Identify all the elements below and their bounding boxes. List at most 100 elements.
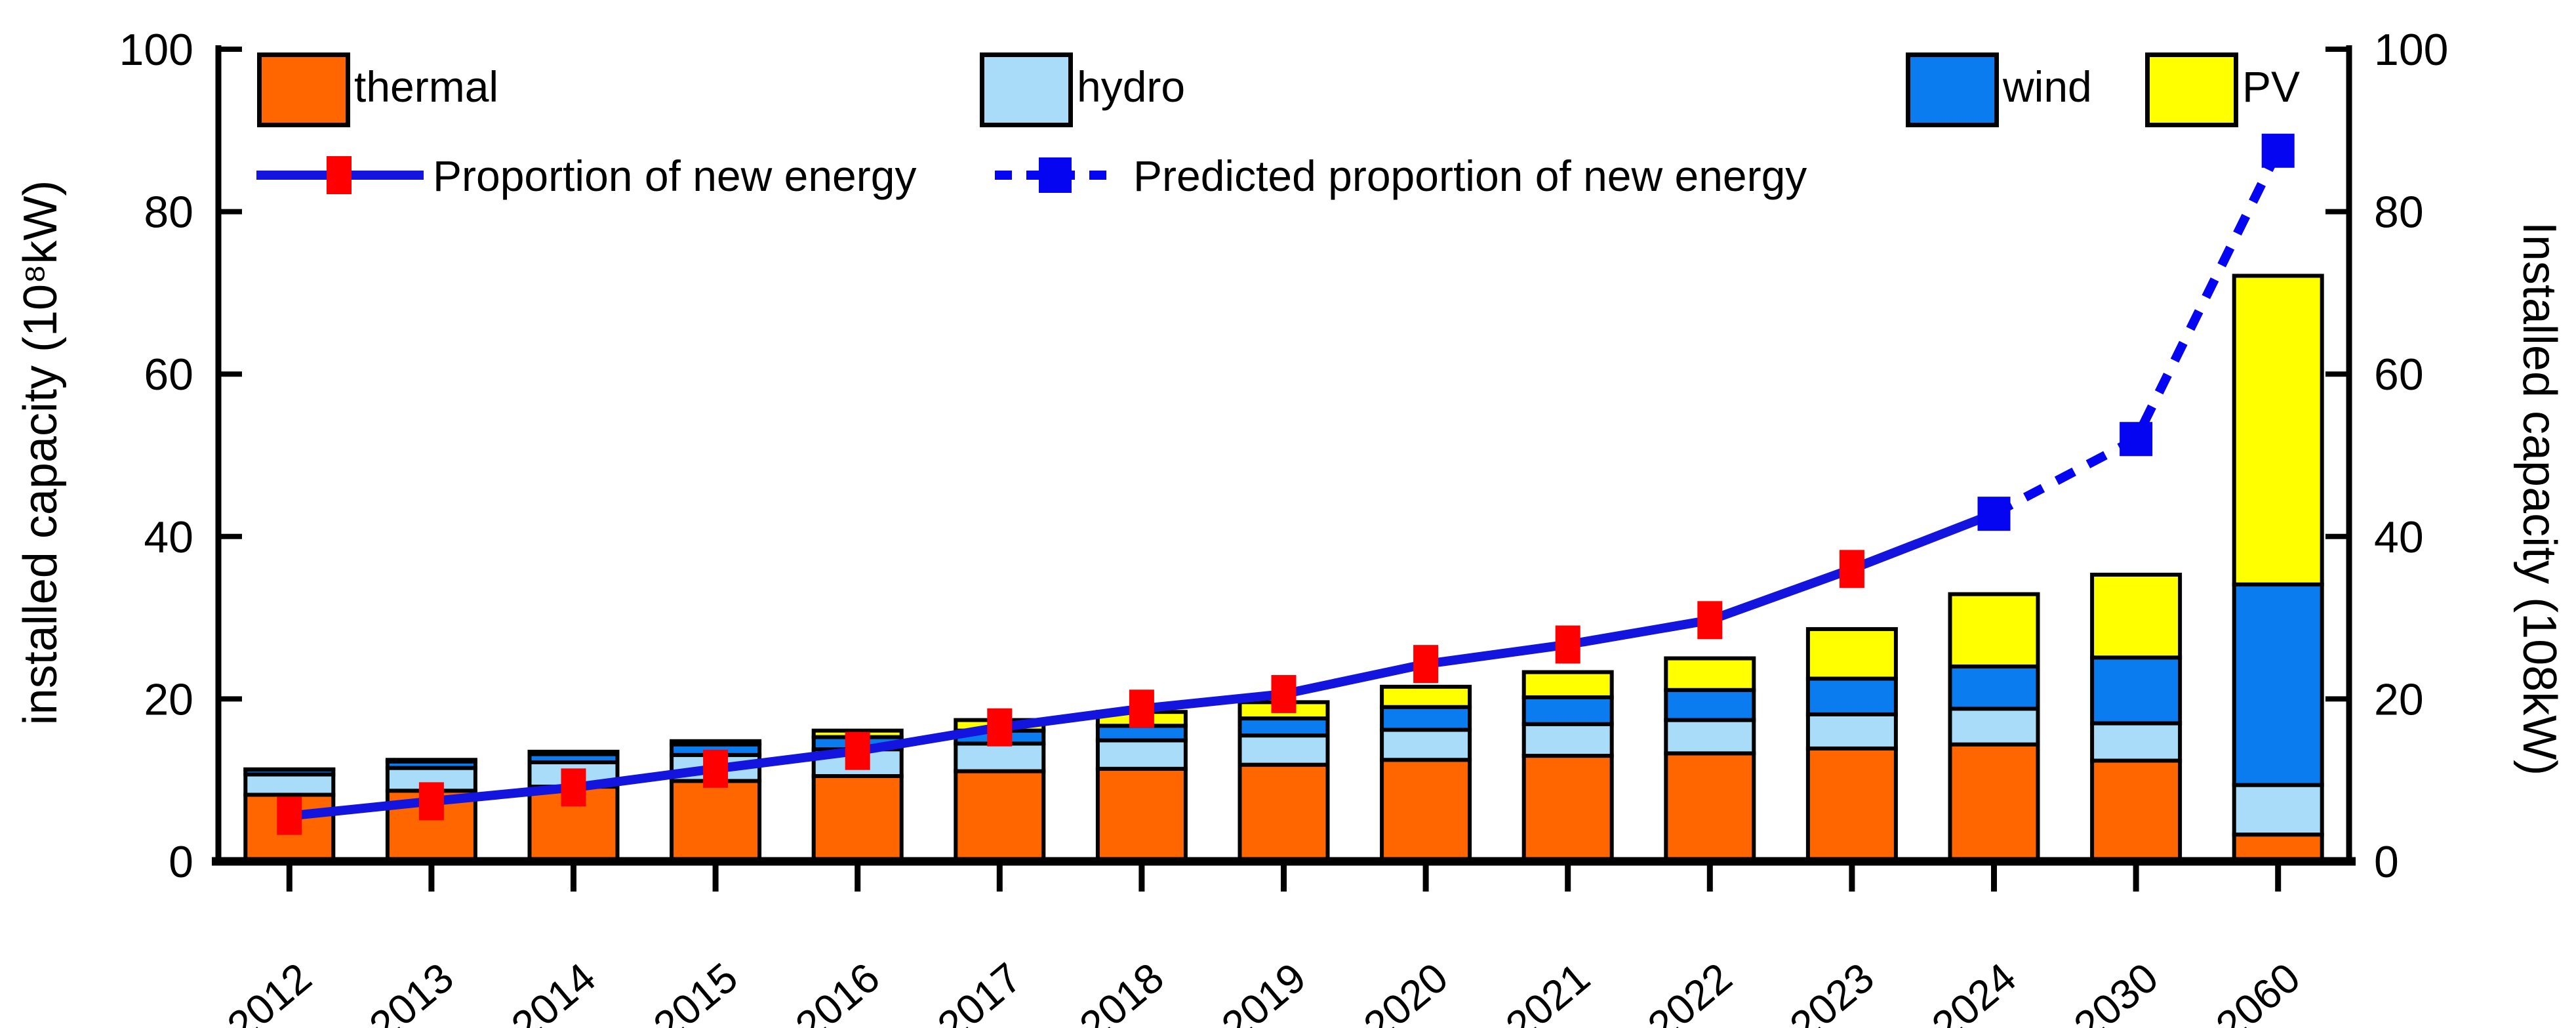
proportion-marker-2013 (418, 782, 444, 821)
proportion-marker-2021 (1555, 625, 1580, 664)
predicted-marker-2024 (1977, 497, 2011, 531)
bar-segment-hydro-2012 (243, 772, 336, 797)
wind-legend-label: wind (2003, 62, 2092, 111)
x-tick-label-2017: 2017 (929, 954, 1030, 1028)
bar-segment-thermal-2030 (2090, 758, 2183, 864)
bar-segment-PV-2024 (1948, 592, 2040, 668)
left-tick-label: 60 (144, 350, 193, 400)
bar-segment-thermal-2022 (1664, 751, 1756, 863)
x-tick-label-2022: 2022 (1639, 954, 1741, 1028)
bar-segment-PV-2023 (1805, 627, 1898, 681)
bar-segment-PV-2020 (1380, 684, 1472, 709)
left-tick-label: 100 (119, 25, 193, 75)
bar-segment-wind-2018 (1095, 724, 1188, 743)
bar-segment-thermal-2018 (1095, 766, 1188, 864)
predicted-marker-2030 (2120, 422, 2153, 457)
proportion-marker-2015 (703, 749, 729, 788)
bar-segment-wind-2060 (2232, 582, 2324, 787)
wind-legend-swatch (1906, 52, 1999, 127)
bar-segment-PV-2022 (1664, 656, 1756, 692)
bar-segment-hydro-2019 (1238, 733, 1330, 767)
predicted-marker-2060 (2261, 133, 2295, 168)
proportion-marker-2018 (1129, 689, 1154, 728)
bar-segment-thermal-2060 (2232, 833, 2324, 863)
predicted-legend-label: Predicted proportion of new energy (1133, 152, 1807, 200)
x-tick-label-2024: 2024 (1923, 954, 2024, 1028)
proportion-marker-2020 (1413, 645, 1439, 684)
bar-segment-wind-2022 (1664, 688, 1756, 722)
x-tick-label-2023: 2023 (1781, 954, 1883, 1028)
bar-segment-PV-2060 (2232, 274, 2324, 586)
bar-segment-hydro-2018 (1095, 738, 1188, 771)
bar-segment-hydro-2060 (2232, 783, 2324, 837)
hydro-legend-label: hydro (1077, 62, 1186, 111)
left-tick-label: 40 (144, 512, 193, 562)
proportion-marker-2012 (277, 796, 302, 835)
bar-segment-hydro-2022 (1664, 718, 1756, 756)
proportion-legend-label: Proportion of new energy (433, 152, 917, 200)
x-tick-label-2012: 2012 (218, 954, 320, 1028)
bar-segment-wind-2023 (1805, 676, 1898, 716)
bar-segment-thermal-2020 (1380, 758, 1472, 863)
x-tick-label-2015: 2015 (645, 954, 746, 1028)
x-tick-label-2030: 2030 (2065, 954, 2167, 1028)
bar-segment-hydro-2017 (954, 741, 1046, 773)
bar-segment-hydro-2023 (1805, 712, 1898, 750)
right-tick-label: 20 (2374, 674, 2424, 724)
bar-segment-hydro-2030 (2090, 721, 2183, 763)
bar-segment-thermal-2015 (670, 779, 762, 863)
bar-segment-wind-2030 (2090, 655, 2183, 726)
proportion-marker-2014 (561, 768, 586, 807)
bar-segment-hydro-2020 (1380, 728, 1472, 762)
bar-segment-thermal-2016 (811, 774, 904, 864)
proportion-marker-2017 (987, 708, 1013, 747)
proportion-marker-2019 (1271, 674, 1297, 713)
proportion-marker-2023 (1839, 550, 1864, 588)
left-axis-label: installed capacity (10⁸kW) (14, 180, 67, 726)
x-tick-label-2060: 2060 (2207, 954, 2308, 1028)
thermal-legend-swatch (257, 52, 350, 127)
predicted-legend-symbol (995, 157, 1116, 193)
hydro-legend-swatch (980, 52, 1073, 127)
bar-segment-thermal-2017 (954, 769, 1046, 864)
bar-segment-hydro-2021 (1521, 722, 1614, 758)
bar-segment-PV-2021 (1521, 670, 1614, 699)
left-tick-label: 80 (144, 188, 193, 237)
pv-legend-label: PV (2242, 62, 2301, 111)
pv-legend-swatch (2145, 52, 2238, 127)
right-axis-label: Installed capacity (108kW) (2513, 221, 2566, 776)
proportion-legend-symbol (256, 156, 424, 194)
bar-segment-wind-2024 (1948, 664, 2040, 711)
right-tick-label: 40 (2374, 512, 2424, 562)
x-tick-label-2014: 2014 (502, 954, 604, 1028)
bar-segment-wind-2019 (1238, 716, 1330, 738)
right-tick-label: 80 (2374, 188, 2424, 237)
thermal-legend-label: thermal (354, 62, 499, 111)
bar-segment-thermal-2021 (1521, 754, 1614, 864)
proportion-marker-2022 (1697, 601, 1723, 640)
bar-segment-hydro-2024 (1948, 707, 2040, 747)
bar-segment-thermal-2019 (1238, 762, 1330, 863)
right-tick-label: 60 (2374, 350, 2424, 400)
bar-segment-PV-2013 (385, 758, 477, 764)
left-tick-label: 0 (169, 837, 193, 887)
bar-segment-PV-2030 (2090, 572, 2183, 660)
bar-segment-PV-2015 (670, 739, 762, 747)
x-tick-label-2018: 2018 (1071, 954, 1173, 1028)
bar-segment-wind-2020 (1380, 705, 1472, 732)
proportion-marker-2016 (845, 731, 870, 770)
bar-segment-thermal-2023 (1805, 746, 1898, 863)
x-tick-label-2013: 2013 (361, 954, 462, 1028)
x-tick-label-2016: 2016 (786, 954, 888, 1028)
x-tick-label-2019: 2019 (1213, 954, 1314, 1028)
x-tick-label-2021: 2021 (1497, 954, 1598, 1028)
right-tick-label: 0 (2374, 837, 2399, 887)
left-tick-label: 20 (144, 674, 193, 724)
right-tick-label: 100 (2374, 25, 2448, 75)
bar-segment-wind-2021 (1521, 695, 1614, 726)
x-tick-label-2020: 2020 (1355, 954, 1457, 1028)
bar-segment-PV-2014 (527, 749, 620, 756)
bar-segment-thermal-2024 (1948, 742, 2040, 864)
